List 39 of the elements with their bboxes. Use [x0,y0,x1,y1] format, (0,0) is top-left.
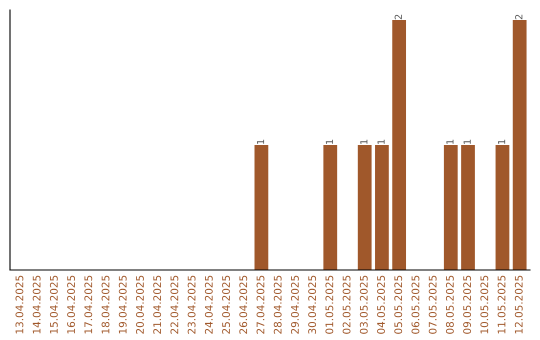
x-tick-label: 01.05.2025 [325,276,334,334]
x-tick-label: 10.05.2025 [480,276,488,334]
data-label: 1 [378,140,385,144]
x-tick-label: 19.04.2025 [118,276,127,334]
x-tick-label: 14.04.2025 [32,276,41,334]
x-tick-label: 29.04.2025 [290,276,299,334]
data-label: 1 [498,140,506,144]
x-tick-label: 16.04.2025 [67,276,76,334]
x-tick-label: 05.05.2025 [394,276,402,334]
data-label: 1 [446,140,454,144]
x-tick-label: 03.05.2025 [360,276,368,334]
x-tick-label: 02.05.2025 [342,276,351,334]
x-tick-label: 17.04.2025 [84,276,92,334]
x-tick-label: 30.04.2025 [308,276,316,334]
x-tick-label: 24.04.2025 [204,276,213,334]
x-tick-label: 20.04.2025 [136,276,144,334]
x-tick-label: 23.04.2025 [188,276,196,334]
x-tick-label: 21.04.2025 [153,276,162,334]
data-label: 2 [515,14,522,20]
data-label: 1 [464,140,471,144]
x-tick-label: 11.05.2025 [498,276,506,334]
x-tick-label: 12.05.2025 [514,276,523,334]
data-label: 1 [326,140,333,144]
x-tick-label: 28.04.2025 [274,276,282,334]
x-tick-label: 25.04.2025 [222,276,230,334]
data-label: 2 [394,14,402,20]
x-tick-label: 09.05.2025 [463,276,472,334]
x-tick-label: 07.05.2025 [428,276,437,334]
x-tick-label: 26.04.2025 [239,276,248,334]
x-tick-label: 18.04.2025 [102,276,110,334]
data-label: 1 [256,140,264,144]
x-tick-label: 22.04.2025 [170,276,178,334]
x-tick-label: 27.04.2025 [256,276,264,334]
data-label: 1 [360,140,368,144]
x-tick-label: 04.05.2025 [377,276,385,334]
x-tick-label: 13.04.2025 [15,276,24,334]
x-tick-label: 06.05.2025 [412,276,420,334]
x-tick-label: 15.04.2025 [50,276,58,334]
x-tick-label: 08.05.2025 [446,276,454,334]
